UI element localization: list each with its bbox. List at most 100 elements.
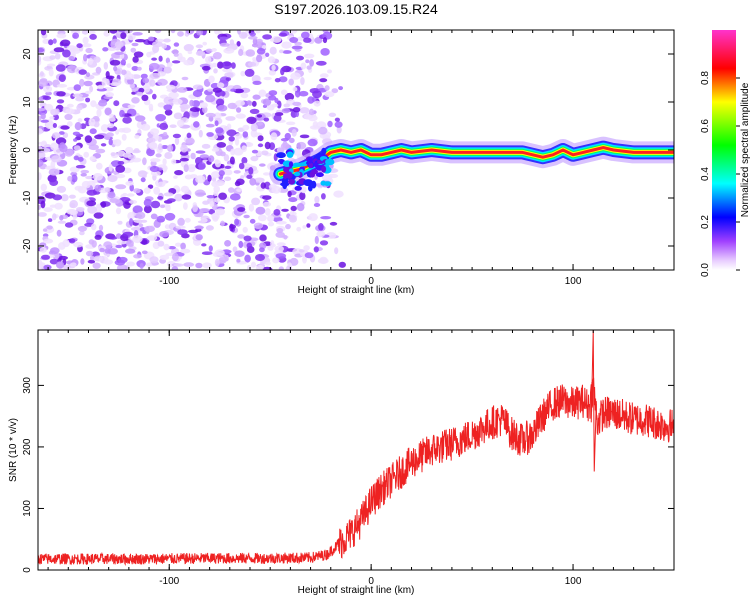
noise-blob	[113, 65, 118, 72]
noise-blob	[40, 30, 47, 36]
noise-blob	[138, 87, 145, 93]
noise-blob	[127, 104, 136, 109]
noise-blob	[53, 47, 65, 53]
noise-blob	[233, 88, 244, 94]
noise-blob	[131, 66, 139, 71]
noise-blob	[334, 117, 340, 122]
noise-blob	[304, 53, 315, 59]
noise-blob	[80, 173, 87, 177]
y-tick-label: 0	[22, 147, 33, 153]
noise-blob	[243, 214, 250, 219]
noise-blob	[75, 164, 86, 169]
x-tick-label: 100	[565, 276, 582, 287]
noise-blob	[268, 90, 278, 96]
noise-blob	[56, 185, 67, 193]
signal-blob	[292, 162, 302, 167]
noise-blob	[126, 63, 132, 68]
noise-blob	[205, 112, 216, 118]
noise-blob	[94, 234, 102, 240]
noise-blob	[137, 66, 142, 71]
noise-blob	[110, 152, 116, 157]
noise-blob	[289, 37, 299, 43]
noise-blob	[159, 231, 170, 238]
colorbar-tick-label: 0.0	[700, 263, 711, 277]
noise-blob	[306, 223, 311, 228]
noise-blob	[40, 148, 51, 153]
spectrogram-x-label: Height of straight line (km)	[298, 285, 415, 296]
noise-blob	[236, 188, 243, 193]
noise-blob	[95, 66, 102, 74]
noise-blob	[114, 51, 124, 55]
noise-blob	[48, 68, 54, 77]
noise-blob	[238, 162, 245, 170]
noise-blob	[225, 77, 231, 81]
noise-blob	[136, 211, 146, 220]
noise-blob	[250, 123, 258, 132]
noise-blob	[143, 205, 152, 214]
noise-blob	[288, 78, 295, 86]
noise-blob	[319, 240, 329, 246]
noise-blob	[166, 62, 173, 68]
noise-blob	[193, 121, 200, 128]
noise-blob	[256, 48, 266, 55]
noise-blob	[244, 254, 251, 263]
noise-blob	[262, 201, 271, 207]
noise-blob	[77, 225, 87, 232]
noise-blob	[164, 224, 170, 230]
noise-blob	[248, 203, 255, 212]
noise-blob	[307, 96, 315, 104]
noise-blob	[282, 50, 292, 54]
noise-blob	[249, 32, 256, 37]
noise-blob	[125, 181, 134, 186]
noise-blob	[303, 245, 310, 251]
noise-blob	[148, 62, 160, 70]
noise-blob	[136, 219, 143, 224]
noise-blob	[333, 190, 344, 198]
spectrogram-noise	[38, 30, 346, 270]
noise-blob	[267, 221, 275, 227]
noise-blob	[262, 34, 272, 40]
noise-blob	[38, 55, 42, 63]
noise-blob	[68, 56, 75, 61]
colorbar-tick-label: 0.6	[700, 119, 711, 133]
noise-blob	[205, 94, 216, 103]
noise-blob	[73, 84, 82, 91]
signal-blob	[315, 172, 324, 178]
noise-blob	[192, 84, 204, 90]
noise-blob	[209, 201, 215, 207]
noise-blob	[40, 183, 47, 192]
noise-blob	[265, 52, 270, 57]
noise-blob	[247, 36, 258, 40]
noise-blob	[151, 57, 158, 61]
noise-blob	[319, 73, 329, 78]
noise-blob	[279, 49, 284, 54]
noise-blob	[82, 43, 92, 48]
noise-blob	[128, 199, 138, 204]
noise-blob	[285, 223, 291, 230]
noise-blob	[101, 79, 107, 87]
noise-blob	[215, 208, 226, 216]
noise-blob	[181, 76, 189, 81]
noise-blob	[149, 72, 161, 80]
noise-blob	[136, 91, 144, 97]
noise-blob	[302, 255, 307, 264]
noise-blob	[244, 68, 255, 77]
signal-blob	[279, 159, 284, 165]
noise-blob	[234, 250, 245, 257]
noise-blob	[132, 205, 143, 214]
noise-blob	[109, 191, 115, 196]
noise-blob	[141, 250, 148, 255]
noise-blob	[255, 30, 261, 34]
noise-blob	[234, 137, 240, 146]
x-tick-label: 0	[368, 576, 374, 587]
noise-blob	[205, 48, 213, 53]
noise-blob	[89, 33, 97, 40]
noise-blob	[133, 188, 141, 194]
noise-blob	[273, 114, 282, 122]
noise-blob	[148, 137, 156, 143]
noise-blob	[88, 30, 96, 35]
noise-blob	[83, 53, 88, 62]
noise-blob	[235, 100, 246, 107]
noise-blob	[162, 158, 167, 166]
noise-blob	[76, 43, 83, 49]
